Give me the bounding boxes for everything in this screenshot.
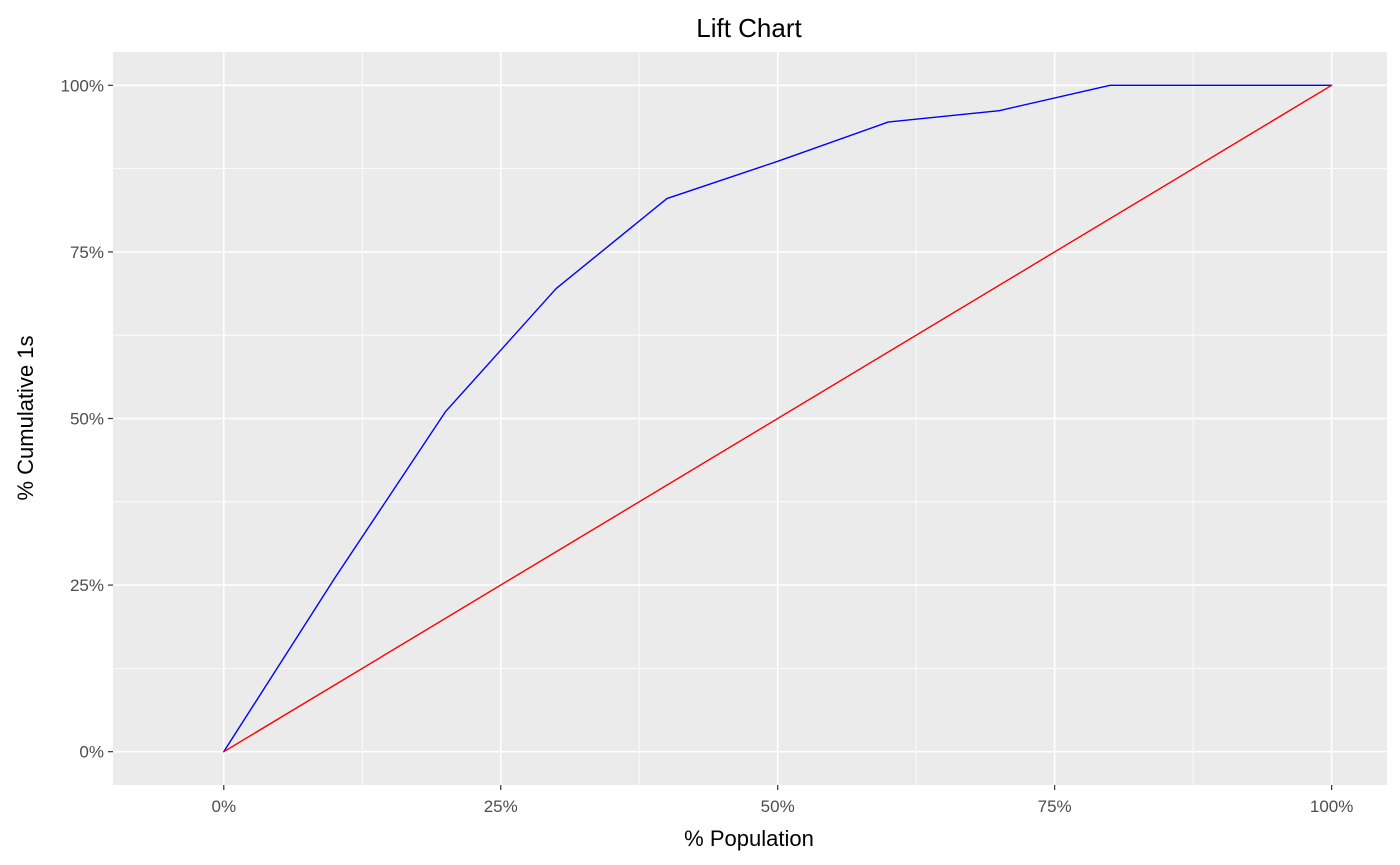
x-axis-title: % Population: [684, 826, 814, 851]
y-tick-label: 75%: [70, 243, 104, 262]
series-line-0: [223, 84, 1333, 753]
y-tick-label: 25%: [70, 576, 104, 595]
y-tick-label: 0%: [79, 743, 104, 762]
x-tick-label: 100%: [1310, 797, 1353, 816]
y-axis-title: % Cumulative 1s: [13, 335, 38, 500]
y-tick-label: 100%: [61, 76, 104, 95]
x-axis-ticks: 0% 25% 50% 75% 100%: [211, 785, 1353, 816]
x-tick-label: 25%: [484, 797, 518, 816]
x-tick-label: 75%: [1038, 797, 1072, 816]
x-tick-label: 0%: [211, 797, 236, 816]
series-lines: [223, 84, 1333, 753]
chart-title: Lift Chart: [696, 13, 802, 43]
x-tick-label: 50%: [761, 797, 795, 816]
y-axis-ticks: 0% 25% 50% 75% 100%: [61, 76, 113, 762]
series-line-1: [223, 84, 1333, 753]
y-tick-label: 50%: [70, 410, 104, 429]
